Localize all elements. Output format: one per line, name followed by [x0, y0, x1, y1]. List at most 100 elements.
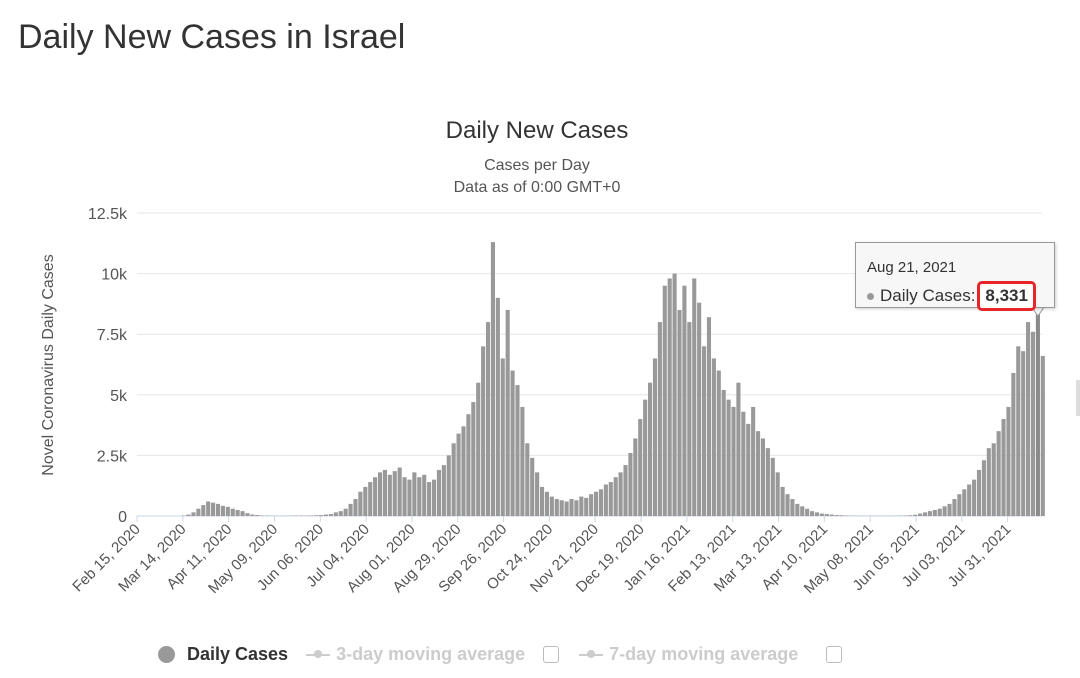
bar	[500, 358, 505, 516]
bar	[1030, 331, 1036, 516]
legend-item-7day-average[interactable]: 7-day moving average	[579, 644, 798, 665]
bar	[682, 285, 687, 516]
bar	[824, 514, 829, 516]
bar	[1040, 356, 1045, 516]
bar	[819, 513, 824, 516]
7day-average-checkbox[interactable]	[826, 646, 843, 663]
bar	[756, 431, 761, 516]
bar	[368, 482, 373, 516]
bar	[505, 309, 510, 516]
bar	[250, 514, 255, 516]
page-title: Daily New Cases in Israel	[18, 18, 406, 56]
bar	[780, 486, 785, 516]
bar	[643, 399, 648, 516]
bar	[608, 482, 613, 516]
bar	[603, 484, 608, 516]
bar	[245, 513, 250, 516]
bar	[495, 297, 500, 516]
y-tick-label: 7.5k	[97, 327, 128, 344]
bar	[535, 472, 540, 516]
bar	[598, 489, 604, 516]
bar	[736, 382, 741, 516]
bar	[466, 414, 471, 516]
bar	[235, 509, 240, 516]
bar	[991, 443, 996, 516]
bar	[1001, 419, 1006, 516]
bar	[402, 477, 407, 516]
bar	[638, 419, 643, 516]
bar	[412, 472, 417, 516]
bar	[574, 500, 579, 516]
bar	[549, 496, 554, 516]
scrollbar[interactable]	[1076, 380, 1080, 416]
legend-item-daily-cases[interactable]: Daily Cases	[158, 644, 288, 665]
bar	[1011, 372, 1016, 516]
bar	[913, 514, 918, 516]
bar	[328, 514, 333, 516]
bar	[206, 501, 211, 516]
tooltip: Aug 21, 2021 Daily Cases: 8,331	[855, 242, 1055, 311]
bar	[927, 511, 932, 516]
bar	[957, 494, 962, 516]
line-marker-icon	[579, 649, 604, 658]
bar	[215, 503, 221, 516]
y-tick-label: 2.5k	[97, 448, 128, 465]
bar	[397, 467, 402, 516]
bar	[255, 515, 260, 516]
bar	[770, 457, 775, 516]
bar	[618, 472, 623, 516]
bar	[652, 358, 658, 516]
bar	[387, 474, 392, 516]
bar	[1021, 351, 1026, 516]
bar	[338, 511, 343, 516]
bar	[481, 346, 486, 516]
bar	[726, 399, 731, 516]
bar	[972, 479, 977, 516]
legend: Daily Cases 3-day moving average 7-day m…	[158, 644, 862, 665]
bar	[211, 502, 216, 516]
bar	[456, 433, 461, 516]
bar	[544, 491, 550, 516]
bar	[201, 505, 206, 516]
bar	[908, 515, 913, 516]
bar	[392, 471, 397, 516]
bar	[775, 472, 780, 516]
chart-subtitle: Cases per Day	[484, 157, 590, 174]
bar	[633, 438, 638, 516]
bar	[839, 515, 844, 516]
bar	[721, 389, 726, 516]
bar	[323, 514, 329, 516]
bar	[441, 465, 446, 516]
bar	[427, 482, 432, 516]
bar	[751, 406, 756, 516]
bar	[918, 513, 923, 516]
circle-icon	[158, 646, 175, 663]
bar	[525, 443, 530, 516]
legend-item-3day-average[interactable]: 3-day moving average	[306, 644, 525, 665]
bar	[417, 477, 422, 516]
bar	[314, 515, 319, 516]
bar	[657, 322, 662, 516]
3day-average-checkbox[interactable]	[543, 646, 560, 663]
bar	[790, 499, 795, 516]
bar	[220, 505, 225, 516]
bar	[677, 309, 682, 516]
line-marker-icon	[306, 649, 331, 658]
bar	[947, 503, 952, 516]
bar	[662, 285, 667, 516]
bar	[382, 469, 387, 516]
bar	[1026, 322, 1031, 516]
bar	[741, 411, 746, 516]
legend-label: Daily Cases	[187, 644, 289, 664]
bar	[795, 503, 800, 516]
bar	[485, 322, 491, 516]
bar	[333, 512, 338, 516]
bar	[986, 448, 991, 516]
bar	[952, 499, 957, 516]
y-tick-label: 10k	[101, 267, 128, 284]
bar	[559, 500, 564, 516]
bar	[922, 512, 928, 516]
tooltip-label: Daily Cases:	[880, 286, 976, 305]
y-axis-label: Novel Coronavirus Daily Cases	[40, 254, 57, 475]
